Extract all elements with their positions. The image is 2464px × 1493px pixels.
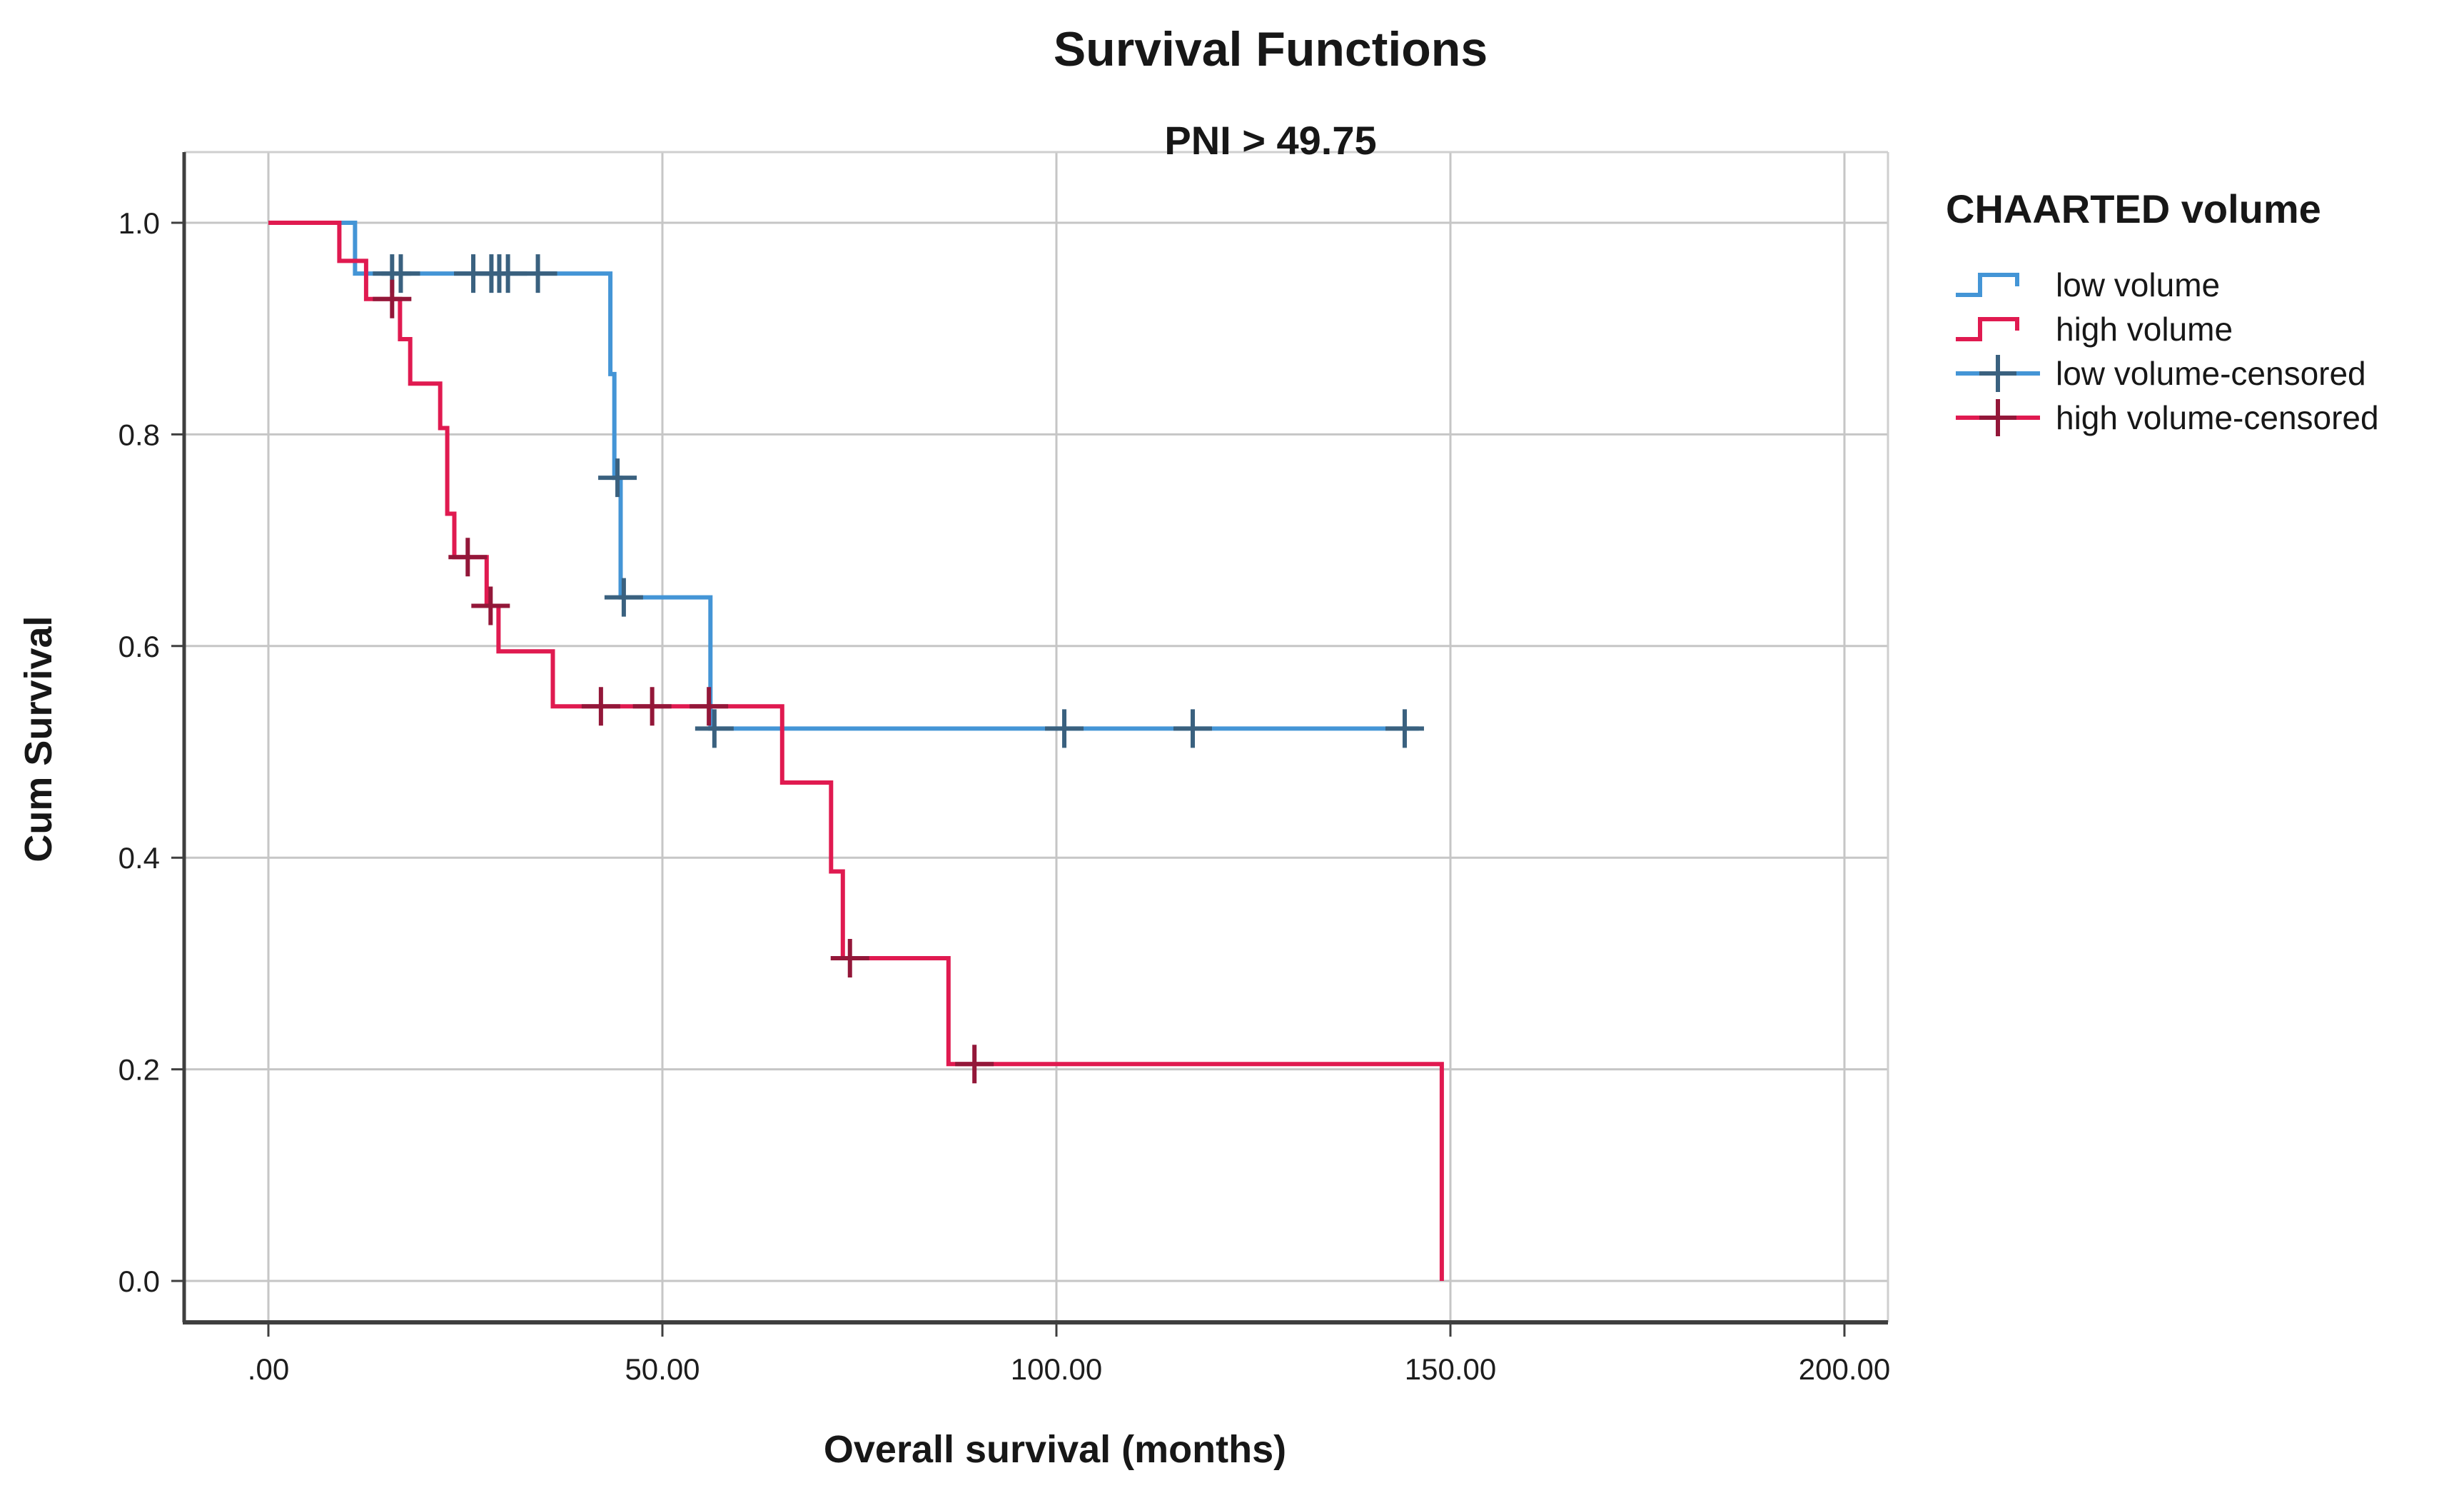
- low-volume-censor-mark: [381, 254, 420, 293]
- legend-entry-low-volume: low volume: [1956, 266, 2220, 303]
- y-axis-title: Cum Survival: [17, 615, 60, 862]
- y-tick-label: 0.8: [118, 418, 160, 451]
- legend-label: low volume: [2056, 266, 2220, 303]
- chart-title: Survival Functions: [1054, 22, 1488, 76]
- axis-ticks: [171, 221, 1846, 1337]
- chart-subtitle: PNI > 49.75: [1164, 118, 1376, 163]
- low-volume-censor-mark: [518, 254, 557, 293]
- legend-entry-high-volume-censored: high volume-censored: [1956, 399, 2379, 436]
- x-tick-label: .00: [248, 1352, 289, 1386]
- y-tick-label: 1.0: [118, 206, 160, 240]
- low-volume-censor-mark: [695, 709, 734, 748]
- high-volume-curve: [268, 221, 1444, 1281]
- legend-line-swatch: [1956, 273, 2019, 297]
- low-volume-censor-mark: [604, 578, 643, 617]
- y-tick-label: 0.2: [118, 1053, 160, 1087]
- high-volume-censor-mark: [581, 687, 620, 726]
- legend-line-swatch: [1956, 317, 2019, 341]
- high-volume-censor-mark: [448, 538, 488, 577]
- legend-label: low volume-censored: [2056, 355, 2366, 392]
- survival-curves: [268, 221, 1444, 1281]
- legend-entry-low-volume-censored: low volume-censored: [1956, 355, 2366, 392]
- legend-entry-high-volume: high volume: [1956, 311, 2233, 348]
- high-volume-censor-mark: [690, 687, 729, 726]
- x-tick-label: 100.00: [1011, 1352, 1102, 1386]
- gridlines: [184, 152, 1888, 1322]
- high-volume-censor-mark: [632, 687, 672, 726]
- y-tick-label: 0.0: [118, 1265, 160, 1298]
- legend-label: high volume: [2056, 311, 2233, 348]
- low-volume-censor-mark: [1173, 709, 1212, 748]
- x-tick-label: 150.00: [1405, 1352, 1496, 1386]
- low-volume-censor-mark: [1385, 709, 1424, 748]
- high-volume-censor-mark: [955, 1045, 994, 1084]
- x-tick-label: 50.00: [625, 1352, 700, 1386]
- high-volume-censor-mark: [471, 586, 510, 625]
- legend-label: high volume-censored: [2056, 399, 2379, 436]
- x-tick-label: 200.00: [1799, 1352, 1890, 1386]
- legend-entries: low volume high volume low volume-censored…: [1956, 266, 2379, 436]
- y-tick-label: 0.4: [118, 841, 160, 875]
- censor-marks: [373, 254, 1424, 1084]
- y-tick-label: 0.6: [118, 630, 160, 663]
- legend-title: CHAARTED volume: [1946, 186, 2321, 231]
- low-volume-censor-mark: [598, 458, 637, 498]
- plot-frame: [182, 151, 1889, 1324]
- high-volume-censor-mark: [830, 938, 869, 977]
- tick-labels: .00 50.00 100.00 150.00 200.00 0.0 0.2 0.4 0.6 0.…: [118, 206, 1891, 1386]
- low-volume-censor-mark: [1045, 709, 1084, 748]
- x-axis-title: Overall survival (months): [824, 1428, 1286, 1471]
- low-volume-curve: [268, 221, 1419, 731]
- high-volume-censor-mark: [373, 279, 412, 318]
